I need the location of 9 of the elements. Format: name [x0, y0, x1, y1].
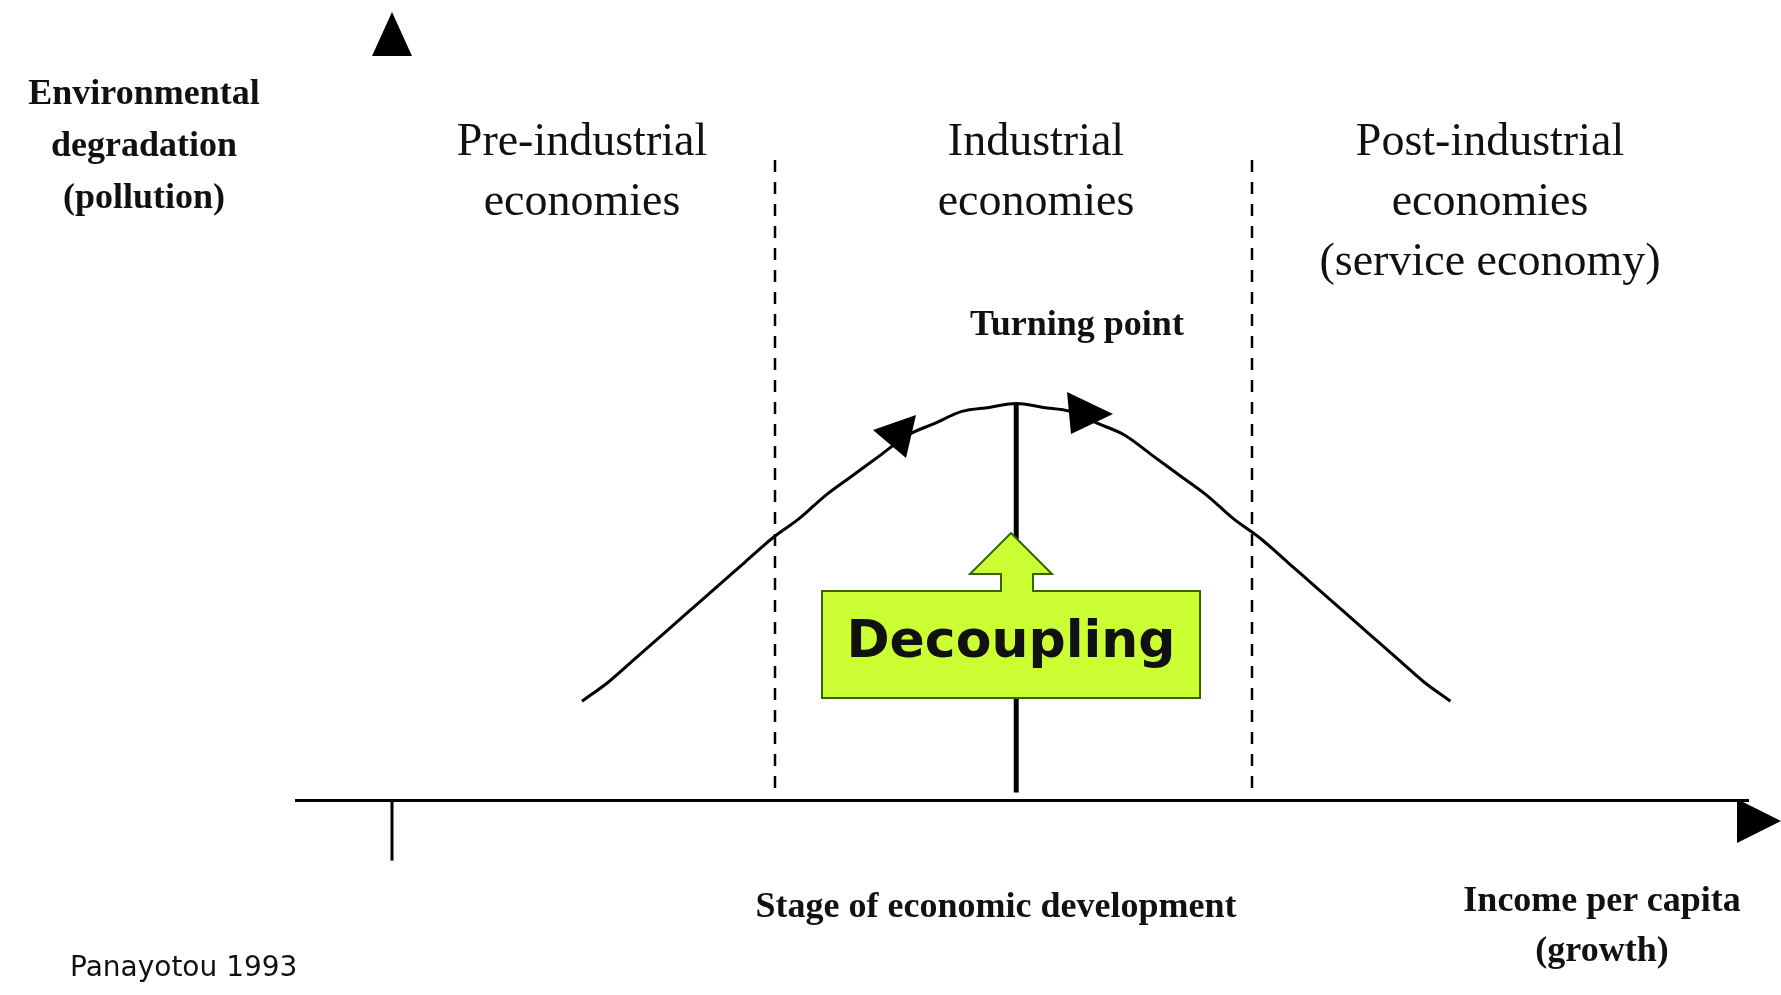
text: Environmental degradation (pollution) [28, 72, 260, 217]
annotation: Decoupling [845, 608, 1177, 671]
text: Panayotou 1993 [70, 950, 298, 984]
text: Industrial economies [937, 114, 1135, 225]
text: Turning point [969, 302, 1185, 345]
text: Pre-industrial economies [456, 114, 708, 225]
x-axis-title: Income per capita (growth) [1462, 878, 1742, 972]
text: Stage of economic development [754, 884, 1238, 927]
text: Post-industrial economies (service economy) [1319, 114, 1661, 285]
